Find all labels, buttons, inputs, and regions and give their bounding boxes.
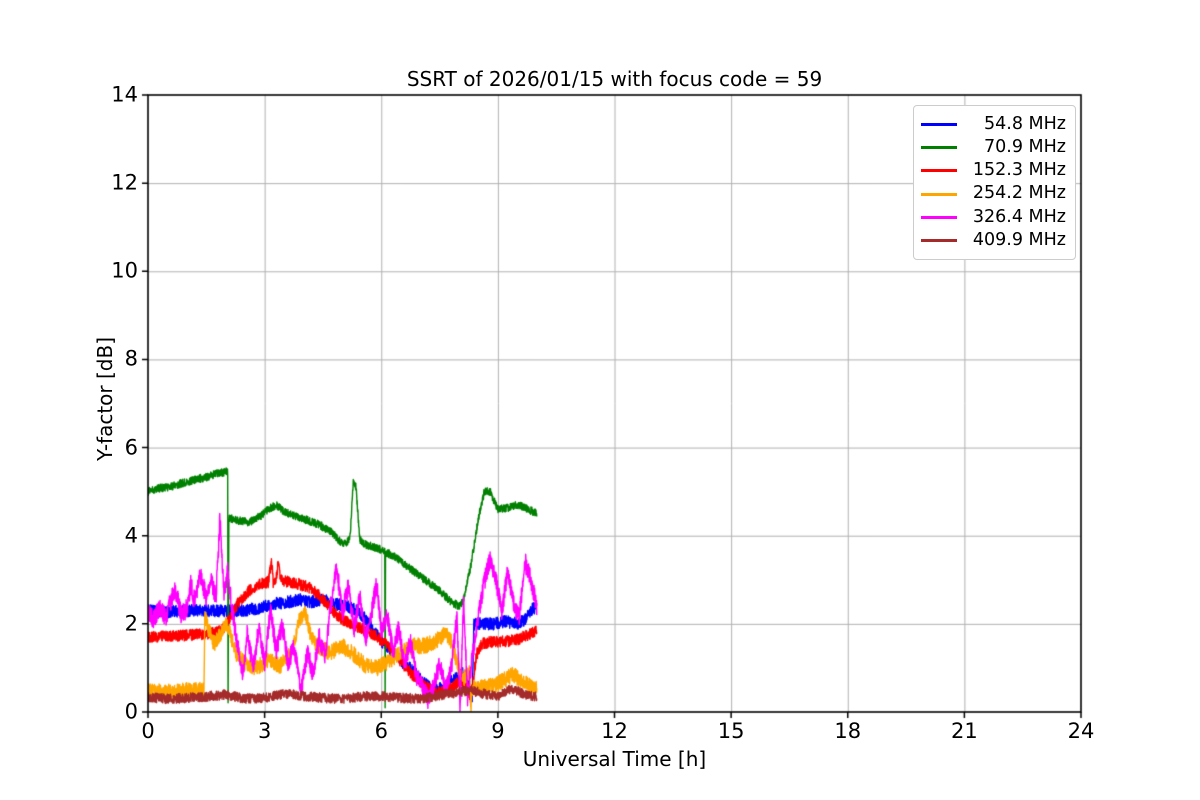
legend-label: 254.2 MHz	[972, 183, 1066, 204]
legend-line-sample	[921, 146, 957, 150]
x-tick-label: 15	[717, 719, 745, 743]
legend-item: 54.8 MHz	[921, 113, 1066, 136]
legend-item: 409.9 MHz	[921, 229, 1066, 252]
y-tick-label: 8	[124, 346, 138, 371]
x-axis-label: Universal Time [h]	[522, 747, 707, 771]
legend-item: 70.9 MHz	[921, 136, 1066, 159]
y-tick-label: 6	[124, 435, 138, 460]
y-tick-label: 10	[111, 258, 138, 283]
x-tick-label: 9	[491, 719, 505, 743]
legend-label: 152.3 MHz	[972, 160, 1066, 181]
legend-label: 409.9 MHz	[972, 229, 1066, 250]
legend-item: 152.3 MHz	[921, 159, 1066, 182]
legend-line-sample	[921, 169, 957, 173]
legend-line-sample	[921, 215, 957, 219]
y-tick-label: 14	[111, 82, 138, 107]
legend-item: 326.4 MHz	[921, 206, 1066, 229]
x-tick-label: 21	[951, 719, 978, 743]
y-tick-label: 0	[124, 699, 138, 724]
y-tick-label: 4	[124, 523, 138, 548]
legend-item: 254.2 MHz	[921, 183, 1066, 206]
x-tick-label: 18	[834, 719, 862, 743]
legend-line-sample	[921, 239, 957, 243]
legend-line-sample	[921, 123, 957, 127]
legend-label: 326.4 MHz	[972, 206, 1066, 227]
x-tick-label: 12	[601, 719, 628, 743]
y-tick-label: 12	[111, 170, 138, 195]
x-tick-label: 24	[1067, 719, 1095, 743]
legend: 54.8 MHz 70.9 MHz 152.3 MHz 254.2 MHz 326.4…	[913, 105, 1076, 261]
x-tick-label: 3	[257, 719, 272, 743]
legend-label: 54.8 MHz	[978, 113, 1066, 134]
x-tick-label: 6	[374, 719, 388, 743]
y-tick-label: 2	[124, 611, 138, 636]
x-tick-label: 0	[141, 719, 155, 743]
chart-title: SSRT of 2026/01/15 with focus code = 59	[406, 67, 823, 91]
legend-label: 70.9 MHz	[978, 137, 1066, 158]
legend-line-sample	[921, 192, 957, 196]
